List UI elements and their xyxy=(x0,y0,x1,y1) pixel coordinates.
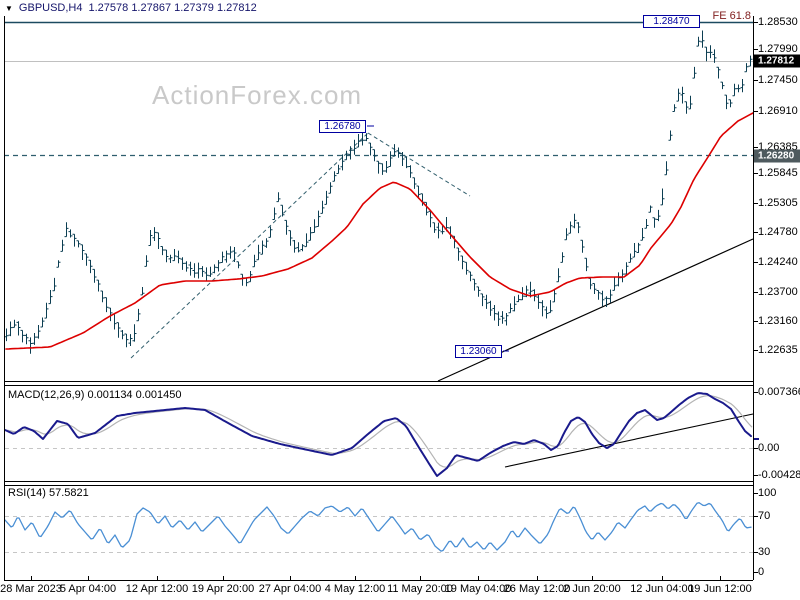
macd-indicator-values: 0.001134 0.001450 xyxy=(87,389,182,401)
rsi-axis-label: 0 xyxy=(758,566,765,578)
dropdown-arrow-icon: ▼ xyxy=(5,3,13,13)
price-axis-label: 1.23700 xyxy=(758,286,798,298)
macd-indicator-name: MACD(12,26,9) xyxy=(8,389,85,401)
macd-axis-label: 0.007366 xyxy=(758,386,800,398)
price-annotation-box: 1.28470 xyxy=(643,15,700,28)
price-axis-label: 1.23160 xyxy=(758,315,798,327)
date-axis-label: 5 Apr 04:00 xyxy=(59,583,117,595)
price-axis-label: 1.27990 xyxy=(758,43,798,55)
price-axis-label: 1.27450 xyxy=(758,74,798,86)
price-axis-label: 1.24780 xyxy=(758,226,798,238)
rsi-axis-label: 30 xyxy=(758,546,771,558)
date-axis-label: 28 Mar 2023 xyxy=(0,583,62,595)
price-axis-label: 1.26910 xyxy=(758,105,798,117)
price-axis-label: 1.24240 xyxy=(758,256,798,268)
price-axis-label: 1.22635 xyxy=(758,344,798,356)
date-axis-label: 26 May 12:00 xyxy=(503,583,571,595)
fib-extension-label: FE 61.8 xyxy=(712,10,751,22)
date-axis-label: 12 Jun 04:00 xyxy=(630,583,694,595)
symbol-timeframe-label: GBPUSD,H4 xyxy=(18,2,83,14)
price-annotation-box: 1.23060 xyxy=(455,345,502,358)
rsi-axis-label: 70 xyxy=(758,510,771,522)
current-price-badge: 1.27812 xyxy=(754,54,800,68)
date-axis-label: 19 May 04:00 xyxy=(444,583,512,595)
current-price-badge: 1.26280 xyxy=(754,149,800,163)
date-axis-label: 27 Apr 04:00 xyxy=(258,583,322,595)
date-axis-label: 19 Jun 12:00 xyxy=(688,583,752,595)
date-axis-label: 2 Jun 20:00 xyxy=(563,583,621,595)
rsi-indicator-value: 57.5821 xyxy=(48,487,89,499)
price-annotation-box: 1.26780 xyxy=(319,120,366,133)
macd-indicator-header: MACD(12,26,9) 0.001134 0.001450 xyxy=(8,389,181,401)
macd-axis-label: -0.004286 xyxy=(758,469,800,481)
price-axis-label: 1.25845 xyxy=(758,167,798,179)
rsi-indicator-name: RSI(14) xyxy=(8,487,46,499)
price-axis-label: 1.28530 xyxy=(758,16,798,28)
rsi-axis-label: 100 xyxy=(758,487,777,499)
date-axis-label: 11 May 20:00 xyxy=(387,583,453,595)
ohlc-values: 1.27578 1.27867 1.27379 1.27812 xyxy=(88,2,257,14)
date-axis-label: 19 Apr 20:00 xyxy=(191,583,255,595)
date-axis-label: 12 Apr 12:00 xyxy=(125,583,189,595)
date-axis-label: 4 May 12:00 xyxy=(324,583,386,595)
price-axis-label: 1.25305 xyxy=(758,197,798,209)
macd-axis-label: 0.00 xyxy=(758,442,780,454)
chart-title-bar: ▼ GBPUSD,H4 1.27578 1.27867 1.27379 1.27… xyxy=(5,2,257,14)
watermark: ActionForex.com xyxy=(152,80,363,110)
rsi-indicator-header: RSI(14) 57.5821 xyxy=(8,487,89,499)
